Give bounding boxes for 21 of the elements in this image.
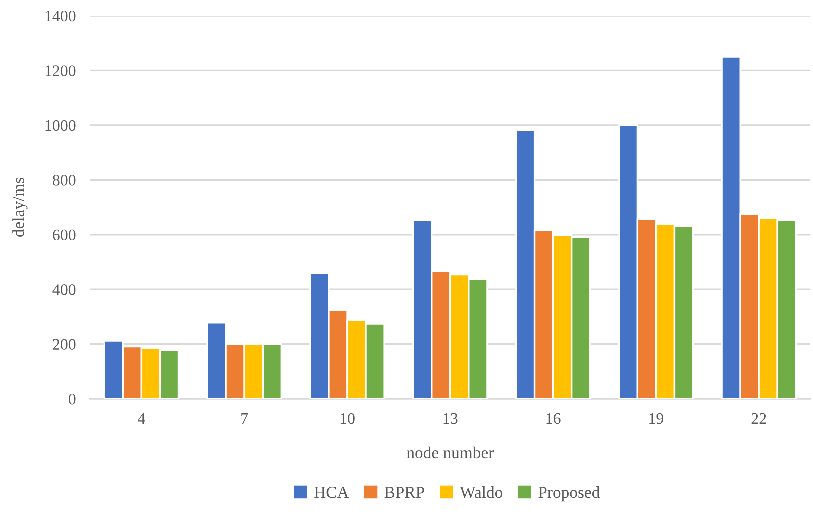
y-tick-label: 400	[52, 284, 76, 296]
legend-label: Waldo	[460, 486, 503, 498]
x-tick-label: 7	[242, 414, 248, 424]
x-tick-label: 19	[650, 413, 664, 424]
y-tick-label: 1200	[46, 66, 76, 76]
y-tick-label: 600	[53, 230, 76, 241]
y-axis-title: delay/ms	[12, 178, 28, 237]
y-tick-label: 0	[68, 394, 76, 405]
x-tick-label: 10	[340, 413, 355, 424]
y-tick-label: 200	[53, 339, 76, 350]
legend-label: Proposed	[538, 486, 600, 502]
y-tick-label: 1400	[46, 10, 76, 22]
x-tick-label: 13	[444, 413, 458, 424]
legend-label: BPRP	[384, 487, 424, 498]
y-tick-label: 1000	[46, 120, 76, 132]
x-axis-title: node number	[407, 446, 494, 459]
x-tick-label: 22	[752, 413, 766, 424]
x-tick-label: 16	[546, 413, 561, 424]
x-tick-label: 4	[138, 413, 146, 424]
y-tick-label: 800	[53, 175, 76, 186]
legend-label: HCA	[314, 486, 350, 498]
